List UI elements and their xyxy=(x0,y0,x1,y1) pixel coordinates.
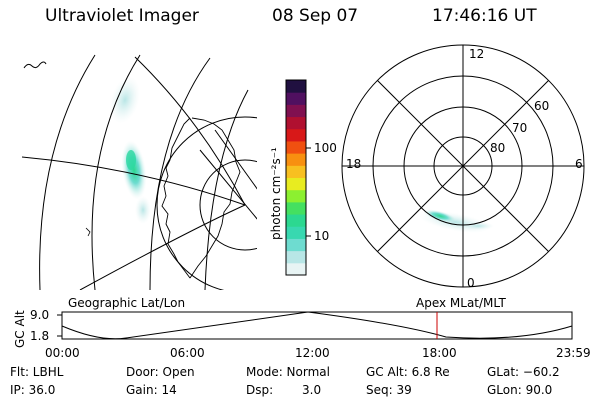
lat-label-70: 70 xyxy=(512,121,528,135)
colorbar-band xyxy=(286,104,306,118)
geo-grid-line xyxy=(149,57,211,290)
altitude-xtick: 18:00 xyxy=(422,346,457,360)
colorbar-band xyxy=(286,250,306,264)
polar-aurora-tail xyxy=(462,222,494,230)
info-glat: GLat: −60.2 xyxy=(487,365,560,379)
colorbar-band xyxy=(286,262,306,276)
polar-plot-label: Apex MLat/MLT xyxy=(416,296,506,310)
altitude-xtick: 23:59 xyxy=(556,346,591,360)
colorbar-band xyxy=(286,80,306,93)
geo-grid-line xyxy=(39,54,96,290)
geo-aurora-main xyxy=(121,140,147,200)
colorbar-band xyxy=(286,177,306,191)
altitude-xtick: 00:00 xyxy=(45,346,80,360)
info-flt: Flt: LBHL xyxy=(10,365,64,379)
colorbar-band xyxy=(286,116,306,130)
altitude-ylabel: GC Alt xyxy=(13,310,27,348)
polar-aurora-core xyxy=(423,209,457,223)
info-mode: Mode: Normal xyxy=(246,365,330,379)
colorbar-band xyxy=(286,165,306,178)
altitude-ytick-min: 1.8 xyxy=(30,329,50,343)
geo-aurora-faint xyxy=(110,76,140,124)
info-seq: Seq: 39 xyxy=(366,383,412,397)
mlt-label-18: 18 xyxy=(346,157,362,171)
lat-label-80: 80 xyxy=(490,141,506,155)
info-door: Door: Open xyxy=(126,365,195,379)
date-label: 08 Sep 07 xyxy=(272,6,359,26)
info-ip: IP: 36.0 xyxy=(10,383,56,397)
info-gain: Gain: 14 xyxy=(126,383,177,397)
geo-grid-line xyxy=(134,56,246,206)
geo-aurora-core xyxy=(126,150,136,170)
geo-grid-circle xyxy=(156,116,257,290)
info-gc-alt: GC Alt: 6.8 Re xyxy=(366,365,450,379)
colorbar-tick-10: 10 xyxy=(314,229,330,243)
info-dsp-label: Dsp: xyxy=(246,383,274,397)
altitude-curve xyxy=(61,311,573,340)
altitude-xtick: 06:00 xyxy=(170,346,205,360)
colorbar-band xyxy=(286,189,306,203)
geo-coastline xyxy=(85,227,91,237)
colorbar-band xyxy=(286,226,306,239)
colorbar-band xyxy=(286,214,306,227)
small-squiggle xyxy=(23,61,47,69)
geo-grid-line xyxy=(204,89,249,290)
geo-map-label: Geographic Lat/Lon xyxy=(68,296,186,310)
geo-grid-line xyxy=(91,54,141,290)
colorbar-unit-label: photon cm⁻²s⁻¹ xyxy=(269,147,283,240)
colorbar-band xyxy=(286,128,306,142)
colorbar-band xyxy=(286,201,306,215)
lat-label-60: 60 xyxy=(534,99,550,113)
geo-map xyxy=(22,54,257,290)
colorbar-band xyxy=(286,92,306,105)
mlt-label-12: 12 xyxy=(469,47,485,61)
colorbar-tick-100: 100 xyxy=(314,141,337,155)
polar-plot xyxy=(341,44,585,288)
polar-diagonal xyxy=(377,80,549,252)
geo-grid-line xyxy=(199,149,257,220)
geo-grid-circle xyxy=(199,159,257,251)
altitude-xtick: 12:00 xyxy=(295,346,330,360)
geo-grid-line xyxy=(79,204,246,290)
geo-grid-line xyxy=(214,129,257,190)
mlt-label-6: 6 xyxy=(575,157,583,171)
colorbar-band xyxy=(286,153,306,166)
instrument-title: Ultraviolet Imager xyxy=(45,6,199,26)
colorbar xyxy=(285,79,311,276)
geo-aurora-tail xyxy=(135,196,151,224)
altitude-ytick-max: 9.0 xyxy=(30,308,50,322)
altitude-plot xyxy=(57,311,573,340)
info-glon: GLon: 90.0 xyxy=(487,383,553,397)
mlt-label-0: 0 xyxy=(467,276,475,290)
colorbar-band xyxy=(286,140,306,154)
geo-coastline xyxy=(161,117,241,279)
info-dsp-value: 3.0 xyxy=(302,383,322,397)
time-label: 17:46:16 UT xyxy=(432,6,537,26)
colorbar-band xyxy=(286,238,306,252)
